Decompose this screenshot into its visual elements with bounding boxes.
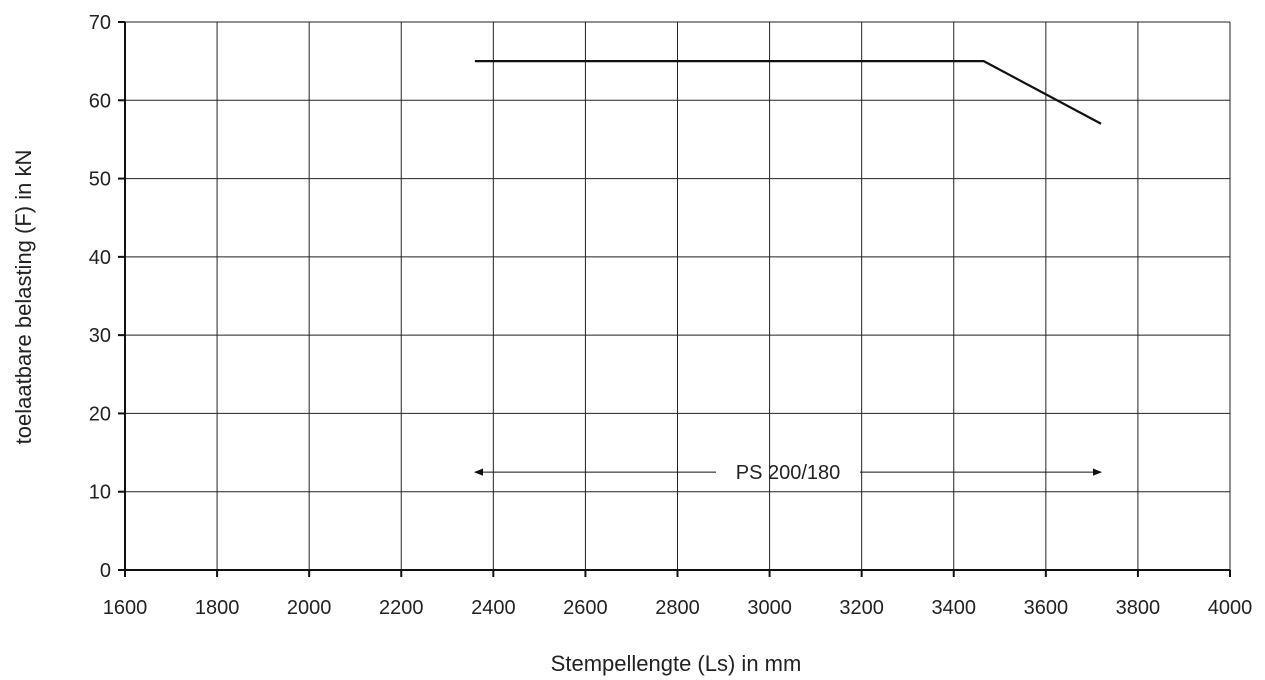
y-axis-title: toelaatbare belasting (F) in kN xyxy=(11,150,36,445)
tick-labels: 1600 1800 2000 2200 2400 2600 2800 3000 3200 3400… xyxy=(89,12,1253,619)
x-tick-label: 1800 xyxy=(195,597,240,619)
grid xyxy=(125,21,1231,570)
x-tick-label: 2400 xyxy=(471,597,516,619)
x-tick-label: 4000 xyxy=(1208,597,1253,619)
y-tick-label: 70 xyxy=(89,12,111,34)
y-tick-label: 20 xyxy=(89,403,111,425)
x-tick-label: 3800 xyxy=(1116,597,1161,619)
x-tick-label: 3200 xyxy=(839,597,884,619)
x-tick-label: 2600 xyxy=(563,597,608,619)
x-tick-label: 1600 xyxy=(103,597,148,619)
x-tick-label: 2200 xyxy=(379,597,424,619)
x-tick-label: 2800 xyxy=(655,597,700,619)
y-tick-label: 40 xyxy=(89,247,111,269)
annotations: PS 200/180 xyxy=(474,462,1102,484)
y-tick-label: 30 xyxy=(89,325,111,347)
x-tick-label: 3600 xyxy=(1024,597,1069,619)
x-tick-label: 3000 xyxy=(747,597,792,619)
series-line xyxy=(474,60,1102,125)
axes xyxy=(118,21,1231,577)
y-tick-label: 0 xyxy=(100,560,111,582)
x-axis-title: Stempellengte (Ls) in mm xyxy=(551,651,802,676)
y-tick-label: 60 xyxy=(89,90,111,112)
series xyxy=(474,60,1102,125)
x-tick-label: 2000 xyxy=(287,597,332,619)
range-label: PS 200/180 xyxy=(736,462,841,484)
y-tick-label: 10 xyxy=(89,482,111,504)
y-tick-label: 50 xyxy=(89,169,111,191)
x-tick-label: 3400 xyxy=(932,597,977,619)
